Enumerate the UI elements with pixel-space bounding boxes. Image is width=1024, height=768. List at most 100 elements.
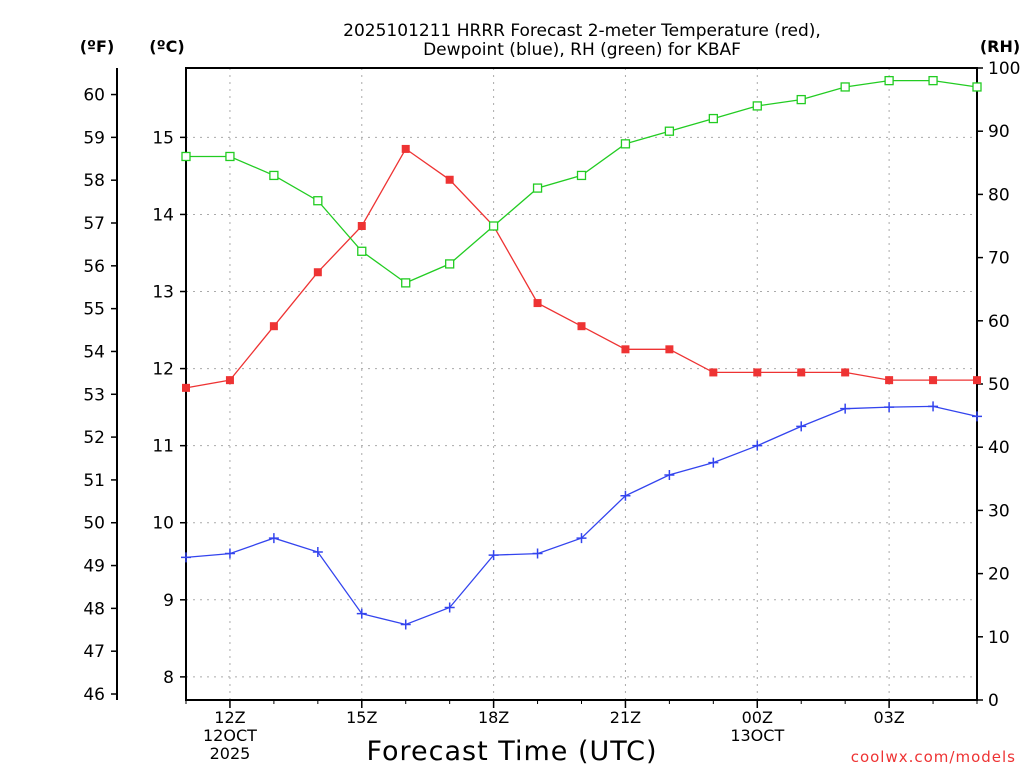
temperature-point: [357, 222, 366, 230]
dewpoint-point: [488, 550, 499, 561]
fahrenheit-tick-label: 46: [83, 685, 105, 705]
fahrenheit-tick-label: 49: [83, 557, 105, 577]
unit-label-celsius: (ºC): [149, 37, 184, 56]
dewpoint-point: [356, 608, 367, 619]
rh-point: [445, 259, 455, 269]
celsius-tick-label: 10: [152, 514, 174, 534]
temperature-point: [797, 368, 806, 377]
temperature-point: [225, 376, 234, 385]
rh-point: [225, 151, 235, 162]
chart-title-line2: Dewpoint (blue), RH (green) for KBAF: [423, 40, 741, 60]
rh-point: [401, 278, 411, 288]
rh-point: [752, 101, 762, 111]
time-tick-label: 12OCT: [203, 726, 257, 745]
dewpoint-point: [268, 533, 279, 544]
celsius-tick-label: 15: [152, 128, 174, 148]
fahrenheit-tick-label: 59: [83, 128, 105, 148]
fahrenheit-tick-label: 47: [83, 642, 105, 662]
rh-tick-label: 80: [988, 185, 1010, 205]
dewpoint-point: [664, 469, 675, 480]
fahrenheit-tick-label: 53: [83, 385, 105, 405]
rh-point: [357, 246, 367, 256]
credit-text: coolwx.com/models: [851, 748, 1016, 766]
time-tick-label: 2025: [210, 744, 251, 763]
rh-axis: 0 10 20 30 40 50 60 70 80 90 100: [977, 59, 1020, 711]
rh-tick-label: 0: [988, 691, 999, 711]
temperature-point: [665, 345, 674, 354]
celsius-tick-label: 8: [163, 668, 174, 688]
fahrenheit-tick-label: 48: [83, 599, 105, 619]
dewpoint-point: [620, 490, 631, 501]
rh-point: [884, 75, 894, 86]
dewpoint-point: [224, 548, 235, 559]
dewpoint-point: [972, 411, 982, 422]
time-tick-label: 18Z: [478, 708, 509, 727]
fahrenheit-tick-label: 60: [83, 86, 105, 106]
temperature-point: [182, 383, 190, 392]
unit-label-rh: (RH): [980, 37, 1020, 56]
temperature-point: [269, 322, 278, 331]
data-series: [181, 75, 982, 630]
temperature-point: [621, 345, 630, 354]
time-tick-label: 12Z: [214, 708, 245, 727]
dewpoint-point: [928, 401, 939, 412]
temperature-point: [753, 368, 762, 377]
dewpoint-point: [796, 421, 807, 432]
celsius-tick-label: 9: [163, 591, 174, 611]
rh-point: [576, 170, 587, 181]
rh-tick-label: 30: [988, 501, 1010, 521]
fahrenheit-tick-label: 54: [83, 342, 105, 362]
dewpoint-point: [181, 552, 191, 563]
rh-tick-label: 60: [988, 312, 1010, 332]
rh-tick-label: 20: [988, 565, 1010, 585]
fahrenheit-tick-label: 52: [83, 428, 105, 448]
temperature-point: [885, 376, 894, 385]
temperature-point: [445, 175, 454, 184]
dewpoint-point: [532, 548, 543, 559]
fahrenheit-tick-label: 57: [83, 214, 105, 234]
celsius-tick-label: 14: [152, 205, 174, 225]
temperature-point: [929, 376, 938, 385]
fahrenheit-tick-label: 55: [83, 300, 105, 320]
rh-point: [664, 126, 675, 136]
rh-point: [972, 82, 982, 92]
rh-point: [840, 82, 850, 92]
dewpoint-point: [400, 619, 411, 630]
temperature-point: [577, 322, 586, 331]
rh-line: [186, 79, 978, 284]
time-tick-label: 15Z: [346, 708, 377, 727]
celsius-axis: 8 9 10 11 12 13 14 15: [152, 128, 186, 688]
rh-point: [532, 183, 543, 193]
time-tick-label: 00Z: [742, 708, 773, 727]
temperature-point: [313, 268, 322, 277]
fahrenheit-tick-label: 58: [83, 171, 105, 191]
time-tick-label: 13OCT: [730, 726, 784, 745]
rh-point: [181, 151, 191, 162]
temperature-point: [841, 368, 850, 377]
temperature-line: [185, 147, 977, 389]
rh-tick-label: 40: [988, 438, 1010, 458]
temperature-point: [533, 299, 542, 308]
rh-tick-label: 90: [988, 122, 1010, 142]
celsius-tick-label: 13: [152, 283, 174, 303]
rh-point: [708, 113, 718, 124]
fahrenheit-tick-label: 56: [83, 257, 105, 277]
plot-frame: [185, 67, 978, 701]
rh-tick-label: 50: [988, 375, 1010, 395]
rh-tick-label: 70: [988, 249, 1010, 269]
fahrenheit-axis: 46 47 48 49 50 51 52 53 54 55 56 57 58 59 60: [83, 86, 117, 705]
gridlines: [186, 68, 977, 700]
dewpoint-point: [840, 403, 851, 414]
dewpoint-point: [312, 547, 323, 558]
celsius-tick-label: 11: [152, 437, 174, 457]
rh-point: [269, 170, 279, 181]
dewpoint-point: [752, 440, 763, 451]
temperature-point: [973, 376, 981, 385]
rh-point: [928, 75, 938, 86]
rh-point: [796, 94, 806, 105]
time-tick-label: 03Z: [873, 708, 904, 727]
dewpoint-point: [708, 457, 719, 468]
rh-point: [620, 139, 631, 149]
